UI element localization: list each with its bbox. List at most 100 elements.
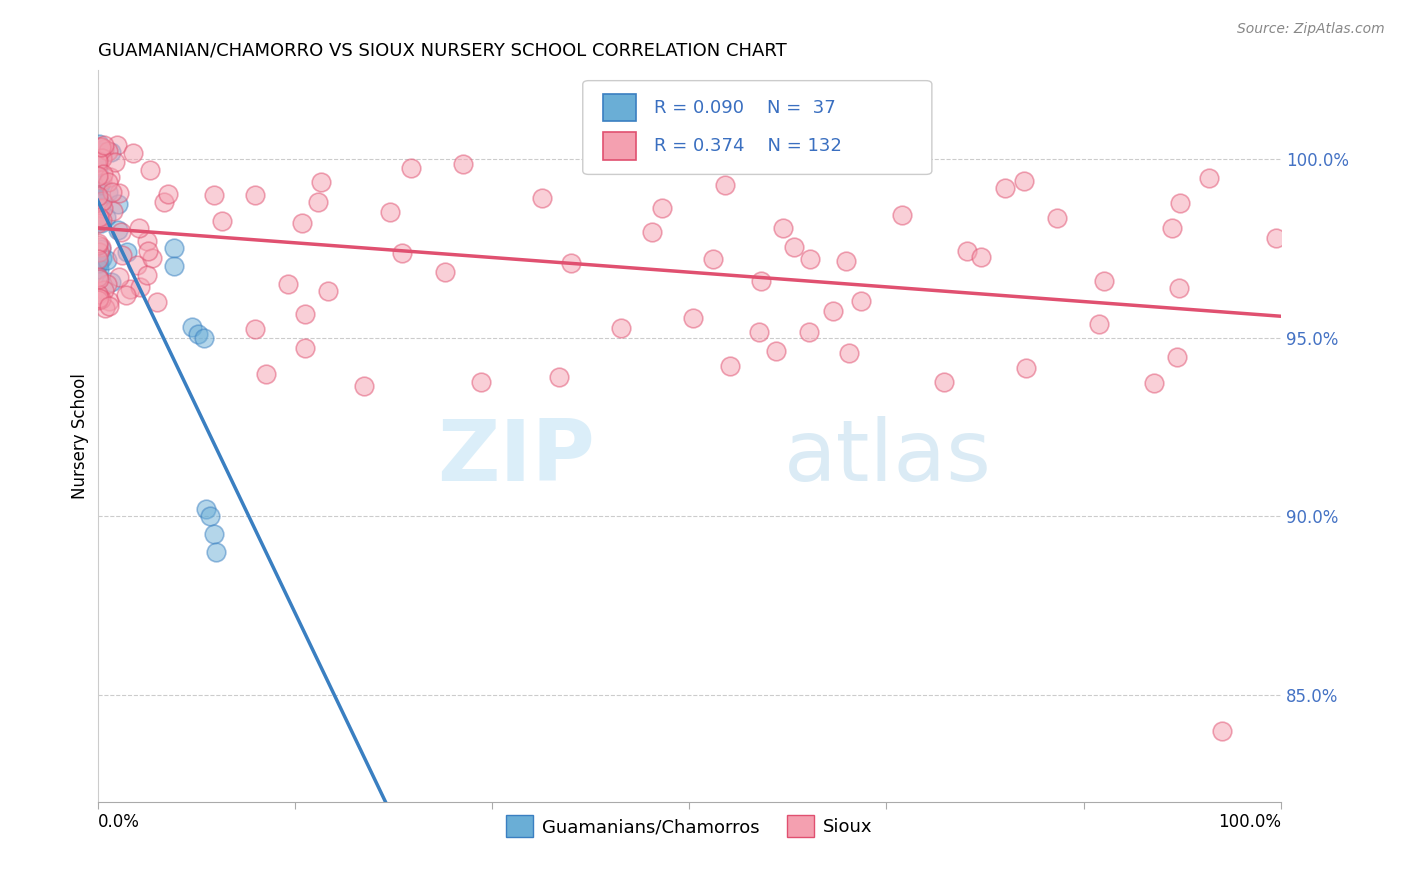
Point: [86, 216, 108, 230]
Point: [782, 240, 804, 254]
Point: [89, 272, 111, 286]
Point: [139, 163, 162, 178]
Point: [193, 331, 215, 345]
Point: [90, 140, 112, 154]
Point: [98, 170, 121, 185]
Point: [163, 241, 186, 255]
Point: [128, 221, 150, 235]
Point: [103, 204, 125, 219]
Point: [91, 213, 114, 227]
Point: [765, 344, 787, 359]
Point: [122, 145, 145, 160]
Point: [89, 178, 111, 192]
Point: [87, 189, 110, 203]
Point: [651, 201, 673, 215]
Point: [1092, 273, 1115, 287]
Point: [932, 375, 955, 389]
Point: [890, 208, 912, 222]
Point: [127, 258, 149, 272]
Point: [205, 545, 228, 559]
Point: [96, 185, 118, 199]
Point: [105, 138, 128, 153]
Point: [243, 321, 266, 335]
Point: [136, 244, 159, 259]
Point: [1012, 174, 1035, 188]
Point: [87, 270, 110, 285]
Point: [202, 527, 225, 541]
Point: [87, 152, 110, 166]
Point: [101, 185, 124, 199]
Point: [243, 188, 266, 202]
Point: [93, 138, 115, 153]
Point: [90, 140, 112, 154]
Point: [115, 244, 138, 259]
Point: [87, 154, 110, 169]
Point: [96, 253, 118, 268]
Point: [799, 252, 821, 267]
Text: GUAMANIAN/CHAMORRO VS SIOUX NURSERY SCHOOL CORRELATION CHART: GUAMANIAN/CHAMORRO VS SIOUX NURSERY SCHO…: [97, 42, 786, 60]
Point: [90, 242, 112, 256]
Point: [87, 256, 110, 270]
Point: [470, 375, 492, 389]
Point: [96, 277, 118, 292]
Point: [720, 359, 742, 374]
Point: [108, 269, 131, 284]
Point: [291, 216, 314, 230]
Point: [100, 145, 122, 159]
Point: [87, 192, 110, 206]
Point: [434, 265, 457, 279]
Point: [956, 244, 979, 259]
Point: [1015, 361, 1038, 376]
Point: [87, 214, 110, 228]
FancyBboxPatch shape: [603, 94, 636, 121]
Point: [115, 288, 138, 302]
Point: [682, 311, 704, 326]
Point: [294, 307, 316, 321]
Point: [727, 138, 749, 153]
Point: [451, 156, 474, 170]
Point: [90, 173, 112, 187]
Point: [104, 154, 127, 169]
Point: [202, 187, 225, 202]
Point: [1264, 230, 1286, 244]
Point: [277, 277, 299, 291]
Point: [87, 202, 110, 216]
Point: [547, 369, 569, 384]
Point: [129, 280, 152, 294]
Point: [91, 167, 114, 181]
Point: [1211, 723, 1233, 738]
Point: [90, 239, 112, 253]
Point: [195, 502, 218, 516]
Point: [1168, 196, 1191, 211]
Point: [90, 151, 112, 165]
Text: R = 0.374    N = 132: R = 0.374 N = 132: [654, 136, 842, 154]
Point: [91, 145, 114, 160]
Point: [87, 211, 110, 225]
Point: [94, 301, 117, 315]
Point: [108, 186, 131, 200]
Point: [91, 251, 114, 265]
Point: [98, 299, 121, 313]
Point: [530, 191, 553, 205]
Point: [87, 287, 110, 301]
Point: [391, 245, 413, 260]
Point: [87, 201, 110, 215]
Point: [86, 169, 108, 183]
Point: [96, 210, 118, 224]
Point: [107, 222, 129, 236]
Y-axis label: Nursery School: Nursery School: [72, 373, 89, 499]
Point: [353, 379, 375, 393]
Point: [87, 194, 110, 208]
Point: [748, 325, 770, 339]
Point: [89, 176, 111, 190]
Point: [834, 253, 856, 268]
Point: [120, 281, 142, 295]
Point: [1088, 318, 1111, 332]
Point: [969, 250, 991, 264]
Text: ZIP: ZIP: [437, 417, 595, 500]
Point: [198, 509, 221, 524]
Point: [1166, 351, 1188, 365]
Point: [90, 200, 112, 214]
Point: [994, 181, 1017, 195]
Point: [86, 237, 108, 252]
